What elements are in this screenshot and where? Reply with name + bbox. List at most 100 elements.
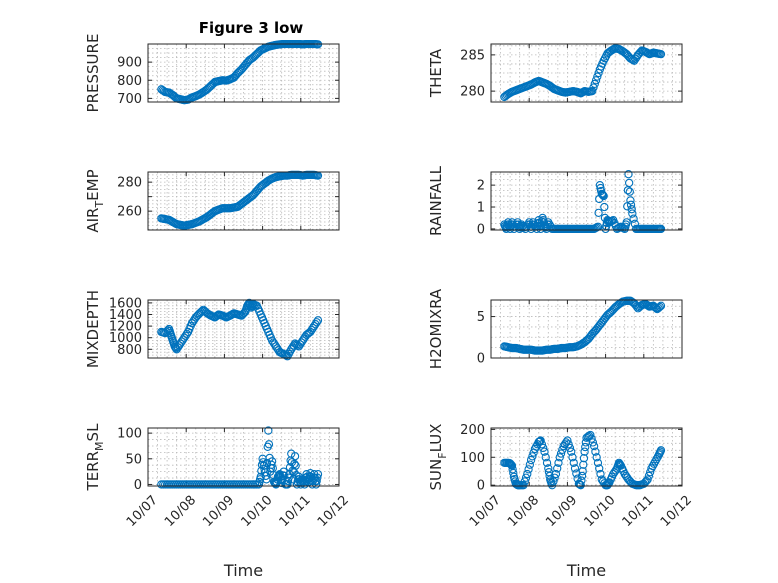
terr_msl-point (313, 470, 323, 479)
mixdepth-series (157, 298, 323, 361)
sun_flux-point (576, 481, 585, 490)
sun_flux-point (583, 432, 592, 441)
h2omixra-ylabel: H2OMIXRA (427, 288, 445, 369)
terr_msl-ytick-label: 0 (134, 478, 142, 493)
panel-pressure: 700 800 900 PRESSURE (84, 34, 340, 113)
h2omixra-axes-border (490, 299, 683, 359)
sun_flux-point (551, 469, 561, 479)
rainfall-ytick-label: 1 (477, 201, 485, 216)
sun_flux-point (642, 476, 651, 486)
rainfall-point (622, 218, 631, 227)
sun_flux-point (553, 464, 562, 473)
theta-point (588, 86, 597, 96)
rainfall-point (597, 189, 606, 199)
sun_flux-point (615, 459, 624, 468)
pressure-series (157, 40, 323, 105)
theta-ytick-label: 280 (460, 85, 485, 100)
sun_flux-point (519, 481, 528, 490)
rainfall-point (629, 214, 638, 223)
panel-h2omixra: 0 5 H2OMIXRA (427, 288, 683, 369)
pressure-axes-border (147, 43, 340, 103)
rainfall-point (596, 186, 606, 196)
h2omixra-point (651, 303, 661, 313)
sun_flux-point (578, 467, 587, 476)
rainfall-point (592, 223, 601, 232)
sun_flux-axes-border (490, 427, 683, 487)
sun_flux-point (520, 477, 529, 486)
sun_flux-point (539, 443, 548, 453)
air_temp-axes-border (147, 171, 340, 231)
sun_flux-point (565, 443, 575, 453)
theta-ytick-label: 285 (460, 48, 485, 63)
rainfall-point (625, 178, 634, 188)
mixdepth-point (196, 308, 205, 317)
panel-rainfall: 0 1 2 RAINFALL (427, 165, 683, 237)
sun_flux-point (656, 446, 666, 455)
air_temp-ylabel-main: AIR (84, 208, 102, 233)
panel-air_temp: 260 280 AIRTEMP (84, 169, 340, 233)
terr_msl-ytick-label: 50 (125, 452, 142, 467)
terr_msl-point (262, 475, 271, 484)
terr_msl-point (284, 473, 293, 482)
mixdepth-ytick-label: 1000 (109, 331, 142, 346)
sun_flux-point (550, 473, 559, 482)
rainfall-point (598, 191, 608, 200)
mixdepth-axes-border (147, 299, 340, 359)
rainfall-point (601, 224, 610, 234)
sun_flux-point (587, 434, 596, 443)
sun_flux-point (581, 442, 590, 452)
h2omixra-point (656, 301, 666, 310)
rainfall-point (595, 180, 605, 190)
theta-series (500, 44, 666, 102)
mixdepth-ytick-label: 800 (117, 343, 142, 358)
sun_flux-point (586, 430, 595, 440)
terr_msl-axes-border (147, 427, 340, 487)
rainfall-point (598, 190, 607, 199)
sun_flux-point (603, 480, 613, 489)
sun_flux-series (500, 430, 666, 490)
sun_flux-point (592, 453, 601, 462)
rainfall-point (626, 196, 635, 205)
rainfall-point (628, 209, 637, 218)
mixdepth-point (182, 329, 191, 338)
h2omixra-point (650, 302, 659, 312)
sun_flux-ylabel-sub: F (436, 452, 449, 458)
sun_flux-point (563, 436, 572, 445)
theta-axes-border (490, 43, 683, 103)
terr_msl-xlabel: Time (223, 561, 263, 580)
pressure-ylabel: PRESSURE (84, 34, 102, 113)
terr_msl-ylabel-main: TERR (84, 451, 102, 492)
air_temp-ytick-label: 280 (117, 176, 142, 191)
sun_flux-point (577, 471, 587, 481)
pressure-ytick-label: 800 (117, 74, 142, 89)
sun_flux-point (579, 454, 589, 463)
rainfall-point (594, 208, 603, 218)
sun_flux-point (591, 447, 600, 456)
sun_flux-point (643, 475, 652, 484)
sun_flux-point (528, 452, 537, 461)
rainfall-point (544, 218, 553, 227)
sun_flux-point (541, 453, 550, 462)
sun_flux-point (523, 469, 532, 479)
sun_flux-point (564, 440, 573, 449)
sun_flux-point (589, 441, 599, 451)
rainfall-point (625, 187, 634, 196)
h2omixra-ytick-label: 0 (477, 352, 485, 367)
mixdepth-point (197, 306, 207, 316)
sun_flux-point (593, 458, 603, 468)
pressure-ytick-label: 900 (117, 56, 142, 71)
terr_msl-point (313, 473, 322, 482)
mixdepth-point (312, 318, 321, 327)
rainfall-point (600, 202, 609, 212)
rainfall-point (626, 200, 636, 209)
sun_flux-point (579, 460, 588, 469)
sun_flux-point (549, 477, 558, 486)
h2omixra-point (654, 303, 663, 313)
sun_flux-point (542, 458, 552, 468)
sun_flux-point (526, 455, 536, 465)
h2omixra-ytick-label: 5 (477, 310, 485, 325)
sun_flux-point (580, 447, 589, 456)
rainfall-point (624, 170, 633, 179)
theta-ylabel: THETA (427, 48, 445, 98)
